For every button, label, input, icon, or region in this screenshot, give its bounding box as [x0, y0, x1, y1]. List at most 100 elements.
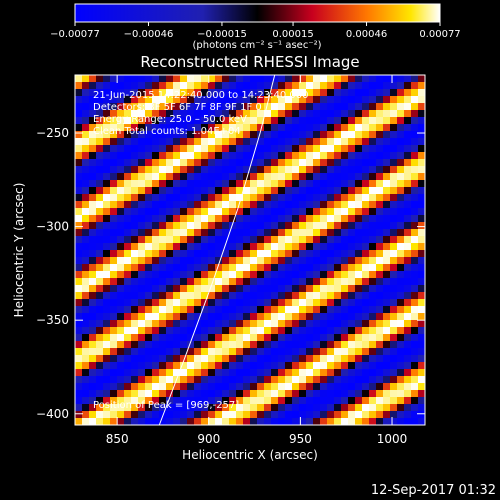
heatmap-cell — [187, 369, 195, 377]
heatmap-cell — [355, 159, 363, 167]
heatmap-cell — [397, 313, 405, 321]
heatmap-cell — [131, 341, 139, 349]
heatmap-cell — [278, 103, 286, 111]
heatmap-cell — [306, 348, 314, 356]
heatmap-cell — [75, 110, 83, 118]
heatmap-cell — [376, 376, 384, 384]
heatmap-cell — [103, 131, 111, 139]
heatmap-cell — [173, 292, 181, 300]
heatmap-cell — [131, 96, 139, 104]
heatmap-cell — [243, 138, 251, 146]
heatmap-cell — [257, 250, 265, 258]
heatmap-cell — [180, 187, 188, 195]
heatmap-cell — [243, 215, 251, 223]
heatmap-cell — [159, 257, 167, 265]
heatmap-cell — [411, 348, 419, 356]
heatmap-cell — [404, 257, 412, 265]
heatmap-cell — [180, 222, 188, 230]
heatmap-cell — [369, 89, 377, 97]
heatmap-cell — [131, 306, 139, 314]
heatmap-cell — [355, 334, 363, 342]
y-tick-label: −350 — [36, 313, 69, 327]
heatmap-cell — [208, 159, 216, 167]
heatmap-cell — [103, 306, 111, 314]
heatmap-cell — [131, 124, 139, 132]
heatmap-cell — [194, 411, 202, 419]
heatmap-cell — [138, 327, 146, 335]
heatmap-cell — [103, 411, 111, 419]
heatmap-cell — [131, 243, 139, 251]
heatmap-cell — [320, 348, 328, 356]
heatmap-cell — [390, 222, 398, 230]
heatmap-cell — [271, 75, 279, 83]
heatmap-cell — [180, 103, 188, 111]
heatmap-cell — [131, 187, 139, 195]
heatmap-cell — [117, 355, 125, 363]
heatmap-cell — [264, 264, 272, 272]
heatmap-cell — [376, 292, 384, 300]
heatmap-cell — [124, 299, 132, 307]
heatmap-cell — [82, 180, 90, 188]
heatmap-cell — [180, 229, 188, 237]
heatmap-cell — [243, 96, 251, 104]
heatmap-cell — [418, 159, 425, 167]
heatmap-cell — [166, 355, 174, 363]
heatmap-cell — [243, 292, 251, 300]
heatmap-cell — [250, 355, 258, 363]
heatmap-cell — [180, 292, 188, 300]
heatmap-cell — [166, 124, 174, 132]
heatmap-cell — [397, 173, 405, 181]
heatmap-cell — [390, 138, 398, 146]
heatmap-cell — [341, 250, 349, 258]
heatmap-cell — [180, 173, 188, 181]
heatmap-cell — [278, 418, 286, 425]
heatmap-cell — [285, 278, 293, 286]
heatmap-cell — [278, 383, 286, 391]
heatmap-cell — [229, 313, 237, 321]
heatmap-cell — [131, 411, 139, 419]
heatmap-cell — [194, 75, 202, 83]
heatmap-cell — [229, 173, 237, 181]
heatmap-cell — [117, 271, 125, 279]
heatmap-cell — [89, 390, 97, 398]
heatmap-cell — [173, 187, 181, 195]
heatmap-cell — [236, 292, 244, 300]
heatmap-cell — [348, 334, 356, 342]
heatmap-cell — [75, 418, 83, 425]
heatmap-cell — [271, 194, 279, 202]
heatmap-cell — [355, 208, 363, 216]
heatmap-cell — [124, 334, 132, 342]
heatmap-cell — [369, 369, 377, 377]
heatmap-cell — [250, 327, 258, 335]
heatmap-cell — [362, 103, 370, 111]
heatmap-cell — [194, 89, 202, 97]
heatmap-cell — [187, 404, 195, 412]
heatmap-cell — [145, 376, 153, 384]
heatmap-cell — [271, 236, 279, 244]
heatmap-cell — [362, 124, 370, 132]
colorbar — [75, 4, 440, 22]
heatmap-cell — [208, 320, 216, 328]
heatmap-cell — [264, 173, 272, 181]
heatmap-cell — [306, 313, 314, 321]
heatmap-cell — [145, 103, 153, 111]
heatmap-cell — [82, 411, 90, 419]
heatmap-cell — [334, 82, 342, 90]
heatmap-cell — [201, 103, 209, 111]
heatmap-cell — [187, 194, 195, 202]
heatmap-cell — [397, 341, 405, 349]
heatmap-cell — [299, 355, 307, 363]
heatmap-cell — [229, 89, 237, 97]
heatmap-cell — [341, 222, 349, 230]
heatmap-cell — [264, 334, 272, 342]
heatmap-cell — [292, 103, 300, 111]
heatmap-cell — [278, 376, 286, 384]
heatmap-cell — [355, 313, 363, 321]
heatmap-cell — [418, 292, 425, 300]
heatmap-cell — [82, 397, 90, 405]
heatmap-cell — [75, 285, 83, 293]
heatmap-cell — [131, 257, 139, 265]
heatmap-cell — [159, 180, 167, 188]
heatmap-cell — [257, 369, 265, 377]
heatmap-cell — [138, 215, 146, 223]
